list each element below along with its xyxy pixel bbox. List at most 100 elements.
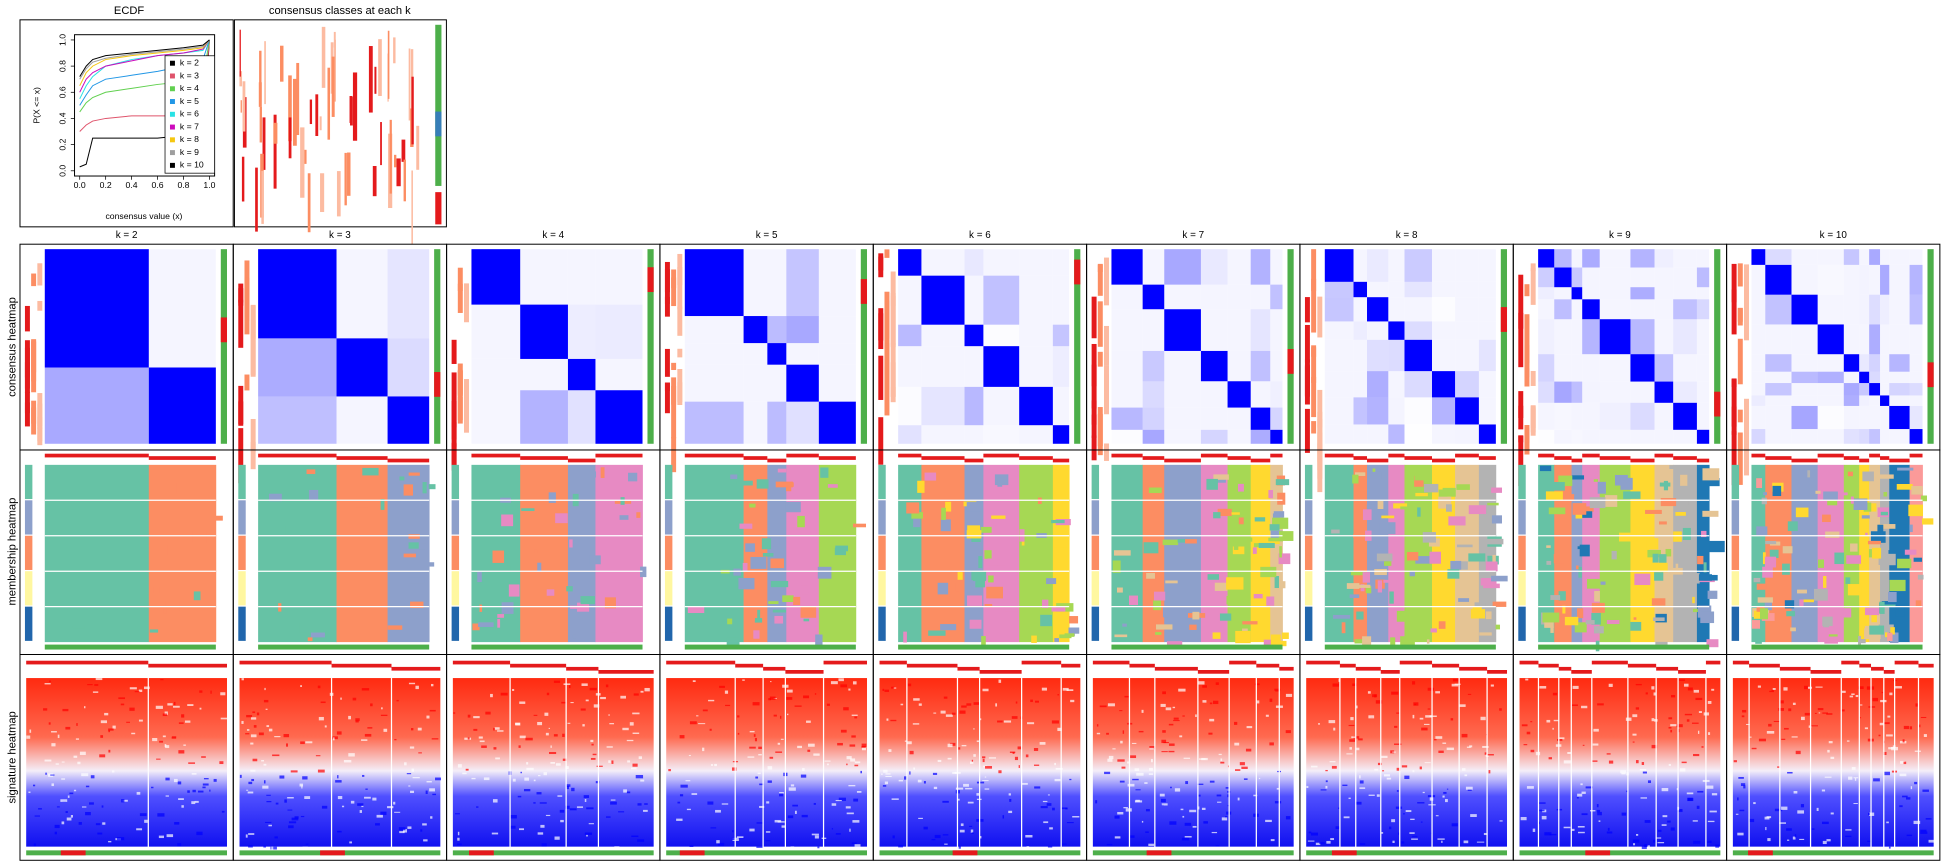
sig-noise	[709, 728, 712, 731]
cons-block	[1869, 429, 1881, 444]
member-noise	[428, 484, 436, 490]
member-annot	[1731, 571, 1740, 606]
cons-block	[1455, 339, 1479, 372]
sig-noise	[337, 830, 342, 833]
sig-noise	[1328, 720, 1336, 724]
member-noise	[991, 515, 1006, 519]
cons-block	[1696, 381, 1710, 403]
sig-noise	[942, 800, 949, 803]
sig-noise	[92, 691, 99, 693]
sig-noise	[1470, 814, 1477, 817]
cons-block	[1751, 429, 1766, 444]
cons-block	[1200, 284, 1228, 310]
sig-noise	[1640, 797, 1648, 799]
sig-noise	[250, 769, 256, 772]
member-noise	[1673, 531, 1682, 542]
cons-block	[1859, 354, 1870, 372]
member-noise	[1192, 611, 1200, 620]
member-noise	[1800, 599, 1814, 603]
member-noise	[924, 472, 937, 481]
sig-noise	[849, 828, 851, 832]
cons-block	[1367, 297, 1389, 322]
cons-block	[1817, 354, 1844, 372]
member-noise	[971, 538, 981, 542]
sig-noise	[126, 721, 130, 723]
sig-noise	[1792, 836, 1796, 840]
sig-noise	[1148, 773, 1154, 775]
member-noise	[1491, 487, 1502, 493]
sig-noise	[100, 735, 104, 738]
member-noise	[1652, 553, 1659, 563]
cons-block	[786, 401, 819, 444]
sig-noise	[1435, 815, 1439, 817]
sig-noise	[1040, 806, 1048, 809]
cons-block	[1052, 275, 1070, 325]
member-top	[520, 456, 568, 460]
sig-noise	[1853, 803, 1858, 805]
member-top	[1765, 456, 1792, 460]
sig-noise	[923, 781, 926, 784]
cons-block	[1052, 346, 1070, 387]
sig-noise	[220, 717, 228, 720]
sig-noise	[1265, 819, 1272, 823]
member-band	[1791, 464, 1819, 643]
row-label: signature heatmap	[7, 711, 19, 803]
sig-noise	[429, 788, 435, 792]
cons-block	[1909, 383, 1923, 396]
member-noise	[1706, 478, 1720, 487]
sig-noise	[1374, 768, 1379, 771]
sig-noise	[1552, 727, 1554, 730]
legend-label: k = 10	[180, 160, 204, 170]
cons-annot	[1524, 314, 1530, 363]
sig-noise	[1433, 739, 1437, 741]
member-noise	[1772, 485, 1782, 497]
member-noise	[1813, 588, 1828, 601]
member-top	[767, 458, 787, 463]
cons-block	[1791, 383, 1818, 396]
cons-block	[1431, 339, 1456, 372]
sig-noise	[394, 738, 397, 741]
legend-swatch	[169, 73, 175, 79]
sig-noise	[29, 729, 32, 733]
sig-noise	[1122, 730, 1125, 734]
cons-block	[1250, 407, 1271, 430]
member-noise	[1847, 584, 1862, 596]
sig-noise	[769, 696, 776, 700]
sig-noise	[1701, 746, 1704, 748]
sig-noise	[213, 778, 217, 782]
cons-annot	[1744, 398, 1749, 437]
sig-noise	[348, 715, 351, 720]
sig-noise	[300, 741, 305, 745]
cons-block	[921, 346, 965, 387]
sig-noise	[408, 682, 416, 685]
sig-noise	[1653, 692, 1656, 696]
member-noise	[1548, 507, 1566, 515]
sig-noise	[1708, 732, 1711, 735]
cons-block	[1654, 299, 1674, 320]
sig-noise	[1182, 715, 1185, 717]
cons-block	[1909, 395, 1923, 406]
cons-block	[1791, 405, 1818, 430]
sig-noise	[1358, 738, 1363, 741]
sig-noise	[1181, 837, 1190, 841]
member-noise	[1589, 497, 1606, 509]
sig-noise	[969, 825, 973, 828]
sig-bg	[26, 678, 228, 847]
sig-noise	[410, 728, 414, 731]
cons-block	[1324, 371, 1354, 398]
member-noise	[1349, 594, 1360, 598]
sig-noise	[1394, 743, 1402, 745]
sig-noise	[792, 804, 798, 807]
member-noise	[1354, 529, 1363, 536]
sig-noise	[1783, 687, 1788, 691]
sig-noise	[252, 711, 256, 714]
member-top	[1164, 458, 1201, 463]
sig-noise	[457, 831, 460, 836]
sig-noise	[156, 758, 161, 760]
cons-annot	[457, 369, 463, 421]
cons-block	[1142, 429, 1165, 444]
sig-noise	[139, 813, 147, 817]
sig-noise	[1830, 812, 1834, 815]
sig-noise	[955, 787, 964, 790]
cons-block	[1019, 386, 1053, 426]
